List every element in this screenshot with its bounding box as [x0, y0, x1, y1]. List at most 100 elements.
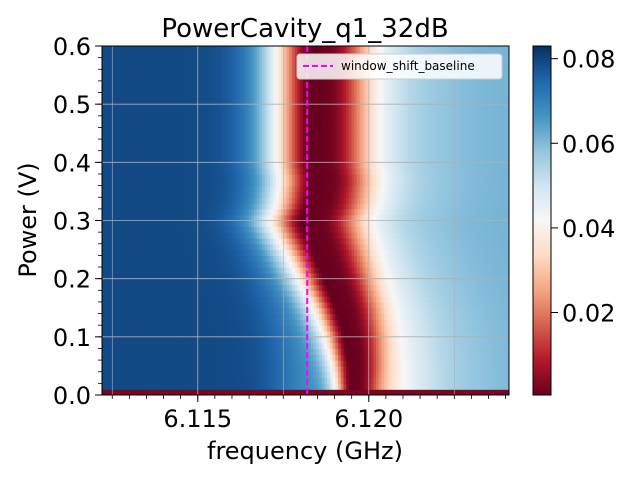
heatmap-cell	[316, 348, 320, 355]
heatmap-cell	[221, 237, 225, 245]
heatmap-cell	[400, 319, 404, 326]
heatmap-cell	[264, 371, 269, 379]
heatmap-cell	[199, 371, 203, 379]
heatmap-cell	[169, 208, 174, 216]
heatmap-cell	[199, 220, 203, 227]
heatmap-cell	[411, 365, 415, 373]
heatmap-cell	[503, 354, 507, 361]
heatmap-cell	[183, 325, 187, 332]
heatmap-cell	[308, 226, 312, 233]
heatmap-cell	[484, 371, 488, 379]
heatmap-cell	[397, 383, 402, 390]
heatmap-cell	[131, 331, 136, 338]
heatmap-cell	[224, 371, 228, 379]
heatmap-cell	[430, 249, 434, 256]
heatmap-cell	[137, 354, 141, 361]
heatmap-cell	[104, 261, 109, 268]
heatmap-cell	[150, 220, 155, 227]
heatmap-cell	[158, 371, 163, 379]
heatmap-cell	[332, 267, 336, 274]
heatmap-cell	[441, 255, 445, 262]
heatmap-cell	[229, 267, 233, 274]
heatmap-cell	[115, 336, 119, 344]
heatmap-cell	[281, 371, 285, 379]
heatmap-cell	[378, 226, 383, 233]
heatmap-cell	[405, 267, 410, 274]
heatmap-cell	[481, 261, 486, 268]
heatmap-cell	[332, 243, 336, 251]
heatmap-cell	[248, 278, 252, 286]
heatmap-cell	[104, 319, 109, 326]
heatmap-cell	[351, 237, 355, 245]
heatmap-cell	[275, 360, 279, 367]
heatmap-cell	[300, 272, 304, 280]
heatmap-cell	[229, 313, 233, 320]
heatmap-cell	[438, 301, 442, 309]
heatmap-cell	[224, 203, 228, 210]
heatmap-cell	[207, 232, 212, 239]
heatmap-cell	[381, 313, 385, 320]
heatmap-cell	[210, 290, 214, 297]
heatmap-cell	[224, 284, 228, 291]
heatmap-cell	[302, 226, 307, 233]
heatmap-cell	[484, 354, 488, 361]
heatmap-cell	[373, 377, 377, 384]
heatmap-cell	[503, 226, 507, 233]
heatmap-cell	[186, 278, 190, 286]
heatmap-cell	[129, 360, 133, 367]
heatmap-cell	[224, 313, 228, 320]
heatmap-cell	[411, 284, 415, 291]
heatmap-cell	[460, 249, 464, 256]
heatmap-cell	[405, 290, 410, 297]
heatmap-cell	[452, 296, 456, 303]
heatmap-cell	[351, 203, 355, 210]
heatmap-cell	[224, 354, 228, 361]
heatmap-cell	[300, 365, 304, 373]
heatmap-cell	[433, 255, 437, 262]
heatmap-cell	[484, 272, 488, 280]
heatmap-cell	[188, 371, 193, 379]
heatmap-cell	[408, 203, 412, 210]
heatmap-cell	[291, 336, 296, 344]
heatmap-cell	[346, 261, 350, 268]
heatmap-cell	[289, 249, 293, 256]
heatmap-cell	[381, 278, 385, 286]
heatmap-cell	[433, 307, 437, 315]
heatmap-cell	[473, 307, 478, 315]
heatmap-cell	[199, 354, 203, 361]
heatmap-cell	[172, 348, 176, 355]
heatmap-cell	[324, 290, 328, 297]
heatmap-cell	[490, 383, 494, 390]
heatmap-cell	[443, 243, 448, 251]
heatmap-cell	[139, 354, 144, 361]
heatmap-cell	[115, 354, 119, 361]
heatmap-cell	[310, 214, 315, 222]
heatmap-cell	[397, 208, 402, 216]
heatmap-cell	[126, 290, 130, 297]
heatmap-cell	[484, 290, 488, 297]
heatmap-cell	[104, 220, 109, 227]
heatmap-cell	[213, 214, 217, 222]
heatmap-cell	[430, 354, 434, 361]
heatmap-cell	[310, 371, 315, 379]
heatmap-cell	[172, 243, 176, 251]
heatmap-cell	[373, 232, 377, 239]
heatmap-cell	[405, 226, 410, 233]
heatmap-cell	[408, 296, 412, 303]
heatmap-cell	[264, 290, 269, 297]
heatmap-cell	[291, 342, 296, 350]
heatmap-cell	[414, 208, 418, 216]
heatmap-cell	[272, 377, 277, 384]
heatmap-cell	[308, 383, 312, 390]
heatmap-cell	[137, 278, 141, 286]
heatmap-cell	[137, 261, 141, 268]
heatmap-cell	[102, 325, 106, 332]
heatmap-cell	[234, 243, 239, 251]
heatmap-cell	[346, 325, 350, 332]
heatmap-cell	[357, 226, 361, 233]
heatmap-cell	[452, 325, 456, 332]
heatmap-cell	[443, 389, 448, 395]
heatmap-cell	[492, 237, 497, 245]
heatmap-cell	[346, 313, 350, 320]
heatmap-cell	[161, 208, 165, 216]
